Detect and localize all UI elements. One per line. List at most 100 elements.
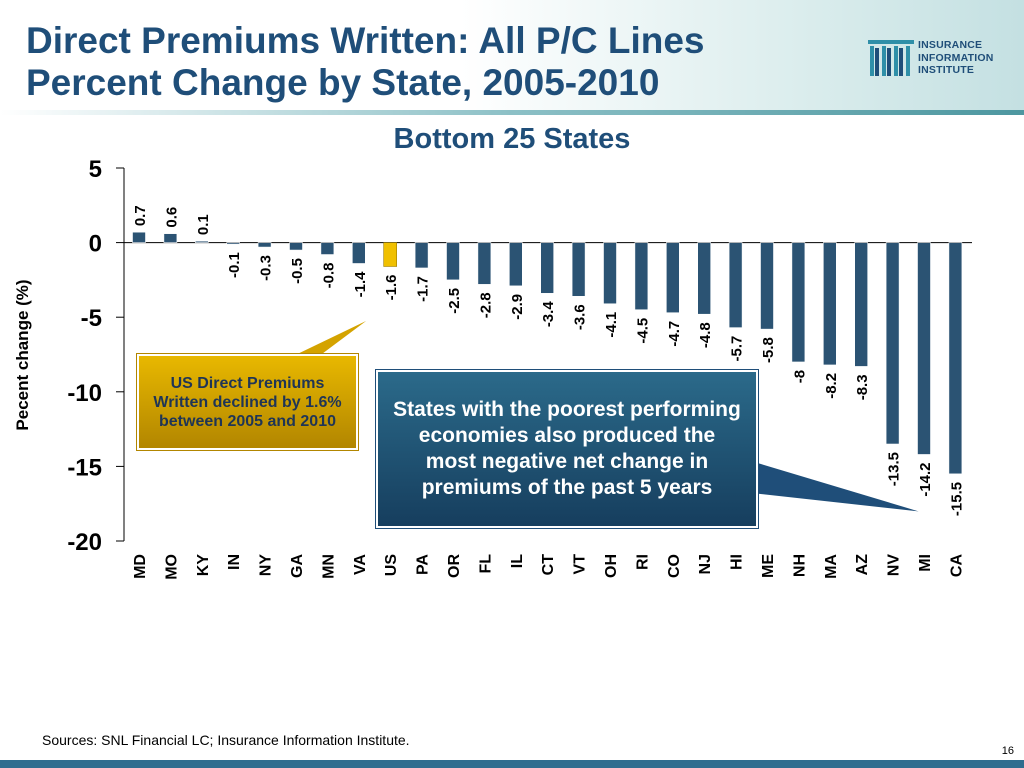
- value-label-pa: -1.7: [415, 276, 432, 302]
- category-label-co: CO: [666, 554, 683, 578]
- category-label-ri: RI: [634, 554, 651, 570]
- value-label-ct: -3.4: [540, 301, 557, 328]
- bar-fl: [477, 242, 492, 285]
- bar-co: [665, 242, 680, 314]
- value-label-mi: -14.2: [917, 462, 934, 496]
- value-label-vt: -3.6: [572, 304, 589, 330]
- bar-il: [508, 242, 523, 287]
- category-label-oh: OH: [603, 554, 620, 578]
- value-label-us: -1.6: [383, 274, 400, 300]
- category-label-or: OR: [446, 554, 463, 578]
- category-label-nv: NV: [886, 554, 903, 577]
- value-label-nj: -4.8: [697, 322, 714, 348]
- bar-in: [226, 242, 240, 245]
- category-label-mo: MO: [163, 554, 180, 580]
- category-label-ga: GA: [289, 554, 306, 578]
- bar-mi: [917, 242, 931, 455]
- category-label-il: IL: [509, 554, 526, 568]
- bar-or: [446, 242, 460, 281]
- value-label-ny: -0.3: [258, 255, 275, 281]
- category-label-ky: KY: [195, 554, 212, 577]
- iii-logo-text: INSURANCE INFORMATION INSTITUTE: [918, 39, 994, 77]
- bar-ga: [289, 242, 303, 251]
- value-label-ca: -15.5: [948, 482, 965, 516]
- value-label-hi: -5.7: [729, 336, 746, 362]
- y-tick-label: -20: [67, 529, 102, 556]
- value-label-co: -4.7: [666, 321, 683, 347]
- y-tick-label: 5: [89, 156, 102, 183]
- logo-line-2: INFORMATION: [918, 51, 994, 64]
- iii-logo: INSURANCE INFORMATION INSTITUTE: [868, 36, 1018, 80]
- logo-line-3: INSTITUTE: [918, 64, 975, 76]
- category-label-vt: VT: [572, 554, 589, 575]
- header-rule: [0, 110, 1024, 115]
- title-line-2: Percent Change by State, 2005-2010: [26, 62, 660, 103]
- bar-oh: [603, 242, 617, 305]
- bar-ct: [540, 242, 555, 294]
- us-decline-callout-text: US Direct Premiums Written declined by 1…: [153, 374, 342, 430]
- category-label-us: US: [383, 554, 400, 577]
- bar-ky: [195, 240, 209, 243]
- bar-nj: [697, 242, 712, 315]
- bar-vt: [571, 242, 586, 297]
- y-tick-label: -5: [81, 305, 102, 332]
- poor-economies-callout-text: States with the poorest performing econo…: [393, 398, 741, 499]
- us-callout-pointer: [291, 318, 371, 357]
- category-label-mn: MN: [320, 554, 337, 579]
- y-axis-label: Pecent change (%): [13, 279, 32, 430]
- footer-bar: [0, 760, 1024, 768]
- category-label-me: ME: [760, 554, 777, 578]
- category-label-nj: NJ: [697, 554, 714, 574]
- value-label-mn: -0.8: [320, 263, 337, 289]
- value-label-ga: -0.5: [289, 258, 306, 284]
- y-tick-label: -15: [67, 454, 102, 481]
- value-label-oh: -4.1: [603, 312, 620, 338]
- bar-us: [383, 242, 398, 267]
- bar-ny: [257, 242, 272, 248]
- value-label-or: -2.5: [446, 288, 463, 314]
- bar-ca: [948, 242, 963, 475]
- value-label-ky: 0.1: [195, 214, 212, 235]
- value-label-me: -5.8: [760, 337, 777, 363]
- category-label-md: MD: [132, 554, 149, 579]
- bar-hi: [728, 242, 743, 328]
- chart-title: Bottom 25 States: [0, 123, 1024, 156]
- value-label-nh: -8: [791, 370, 808, 383]
- category-label-hi: HI: [729, 554, 746, 570]
- bar-pa: [414, 242, 429, 269]
- bar-nh: [791, 242, 806, 363]
- iii-logo-icon: [868, 40, 914, 76]
- y-tick-label: 0: [89, 231, 102, 258]
- bar-me: [760, 242, 774, 330]
- value-label-ri: -4.5: [634, 318, 651, 344]
- value-label-mo: 0.6: [163, 207, 180, 228]
- bar-md: [132, 231, 146, 243]
- bar-az: [854, 242, 869, 367]
- category-label-nh: NH: [791, 554, 808, 577]
- category-label-ny: NY: [258, 554, 275, 577]
- header-band: [0, 0, 1024, 112]
- bar-va: [351, 242, 366, 264]
- value-label-ma: -8.2: [823, 373, 840, 399]
- bar-ma: [822, 242, 837, 366]
- page-number: 16: [1001, 745, 1014, 757]
- category-label-pa: PA: [415, 554, 432, 575]
- category-label-in: IN: [226, 554, 243, 570]
- chart-title-text: Bottom 25 States: [393, 123, 631, 155]
- category-label-mi: MI: [917, 554, 934, 572]
- sources-note: Sources: SNL Financial LC; Insurance Inf…: [42, 732, 410, 748]
- category-label-ma: MA: [823, 554, 840, 579]
- bar-nv: [885, 242, 900, 445]
- bar-ri: [634, 242, 649, 311]
- value-label-il: -2.9: [509, 294, 526, 320]
- category-label-az: AZ: [854, 554, 871, 576]
- value-label-va: -1.4: [352, 271, 369, 298]
- value-label-az: -8.3: [854, 374, 871, 400]
- title-line-1: Direct Premiums Written: All P/C Lines: [26, 20, 705, 61]
- poor-economies-callout: States with the poorest performing econo…: [376, 370, 758, 528]
- value-label-md: 0.7: [132, 205, 149, 226]
- category-label-ca: CA: [948, 554, 965, 578]
- value-label-nv: -13.5: [886, 452, 903, 486]
- slide-title: Direct Premiums Written: All P/C Lines P…: [26, 20, 704, 104]
